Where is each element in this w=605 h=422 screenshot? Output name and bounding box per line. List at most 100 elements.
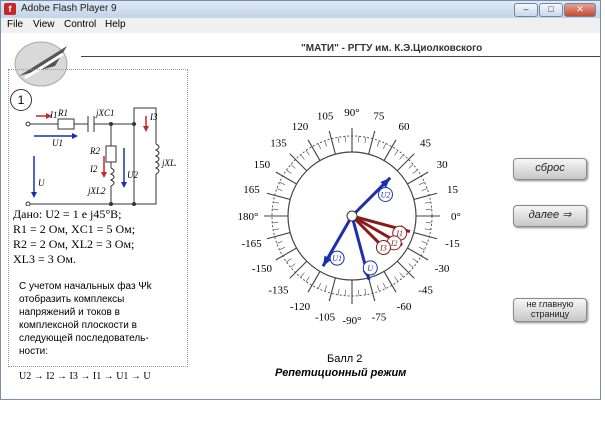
dial-tick [418, 181, 425, 185]
dial-tick [317, 143, 321, 150]
label-R1: R1 [57, 108, 68, 118]
dial-tick [412, 169, 418, 174]
dial-tick [279, 181, 286, 185]
vector-sequence: U2 → I2 → I3 → I1 → U1 → U [19, 371, 151, 382]
angle-label: 165 [243, 184, 260, 196]
task-line: ности: [19, 346, 49, 357]
dial-tick [408, 164, 414, 169]
dial-ticks [264, 128, 440, 304]
dial-tick [377, 285, 380, 292]
close-button[interactable]: ✕ [564, 3, 596, 17]
phasor-U2[interactable]: U2 [350, 176, 393, 218]
dial-tick [421, 188, 428, 191]
angle-label: 90° [344, 107, 359, 119]
given-line-3: R2 = 2 Ом, XL2 = 3 Ом; [13, 237, 135, 251]
label-jXL3: jXL3 [161, 158, 176, 168]
dial-tick [276, 241, 283, 244]
dial-tick [272, 222, 279, 224]
minimize-button[interactable]: – [514, 3, 538, 17]
dial-tick [383, 139, 397, 161]
task-description: С учетом начальных фаз Ψk отобразить ком… [19, 280, 179, 358]
phasor-label: I3 [379, 243, 387, 252]
dial-tick [305, 276, 310, 282]
angle-label: 180° [238, 211, 259, 223]
dial-tick [368, 130, 376, 155]
angle-label: -30 [435, 263, 450, 275]
dial-tick [266, 232, 291, 240]
angle-label: -15 [445, 238, 460, 250]
dial-tick [266, 192, 291, 200]
dial-tick [358, 289, 360, 296]
dial-tick [273, 201, 280, 204]
dial-tick [272, 208, 279, 210]
dial-tick [289, 153, 308, 172]
dial-tick [394, 150, 399, 156]
label-I1: I1 [49, 110, 58, 120]
phasor-U1[interactable]: U1 [321, 215, 354, 267]
menu-help[interactable]: Help [105, 19, 126, 30]
dial-tick [424, 201, 431, 204]
dial-tick [305, 150, 310, 156]
label-U2: U2 [127, 170, 138, 180]
dial-tick [368, 277, 376, 302]
reset-button[interactable]: сброс [513, 158, 587, 180]
dial-tick [317, 282, 321, 289]
label-jXL2: jXL2 [87, 186, 106, 196]
dial-tick [383, 282, 387, 289]
dial-tick [324, 140, 327, 147]
dial-tick [300, 154, 305, 160]
menu-view[interactable]: View [33, 19, 55, 30]
phasor-label: U [367, 264, 374, 273]
flash-icon: f [4, 3, 16, 15]
phasor-U[interactable]: U [350, 215, 378, 281]
dial-tick [399, 272, 404, 278]
given-line-1: Дано: U2 = 1 e j45°B; [13, 207, 122, 221]
dial-center [346, 210, 358, 222]
angle-label: -90° [342, 315, 361, 327]
dial-tick [358, 136, 360, 143]
dial-tick [364, 288, 367, 295]
dial-tick [408, 263, 414, 268]
main-page-button[interactable]: не главную страницу [513, 298, 587, 322]
label-R2: R2 [89, 146, 100, 156]
dial-tick [396, 260, 415, 279]
dial-tick [286, 169, 292, 174]
window-title: Adobe Flash Player 9 [21, 3, 117, 14]
label-I3: I3 [149, 112, 158, 122]
dial-tick [279, 247, 286, 251]
dial-tick [412, 258, 418, 263]
angle-label: 120 [292, 121, 309, 133]
dial-tick [328, 277, 336, 302]
dial-tick [275, 247, 297, 261]
task-line: отобразить комплексы [19, 294, 125, 305]
task-number-badge: 1 [10, 89, 32, 111]
circuit-diagram: I1 R1 jXC1 U1 U R2 I2 jXL2 U2 I3 jXL3 [25, 107, 176, 206]
logo-icon [14, 41, 68, 87]
next-button[interactable]: далее ⇒ [513, 205, 587, 227]
angle-label: 60 [399, 121, 411, 133]
given-line-4: XL3 = 3 Ом. [13, 252, 77, 266]
given-data: Дано: U2 = 1 e j45°B; R1 = 2 Ом, XC1 = 5… [13, 207, 135, 267]
dial-tick [383, 143, 387, 150]
angle-label: -60 [397, 301, 412, 313]
score-label: Балл 2 [327, 353, 363, 365]
menu-file[interactable]: File [7, 19, 24, 30]
dial-tick [290, 263, 296, 268]
phasor-label: U1 [332, 254, 342, 263]
dial-tick [424, 228, 431, 231]
angle-label: -135 [268, 285, 289, 297]
dial-tick [286, 258, 292, 263]
angle-label: -105 [315, 311, 336, 323]
maximize-button[interactable]: □ [539, 3, 563, 17]
header-divider [81, 56, 600, 57]
dial-tick [377, 140, 380, 147]
menu-control[interactable]: Control [64, 19, 97, 30]
dial-tick [425, 222, 432, 224]
dial-tick [394, 276, 399, 282]
phasor-dial[interactable]: 0° 15 30 45 60 75 90° 105 120 135 150 165 180° -165 -1… [217, 85, 487, 347]
dial-tick [337, 288, 340, 295]
phasor-I3[interactable]: I3 [350, 214, 391, 255]
dial-tick [273, 228, 280, 231]
angle-label: 30 [437, 159, 449, 171]
